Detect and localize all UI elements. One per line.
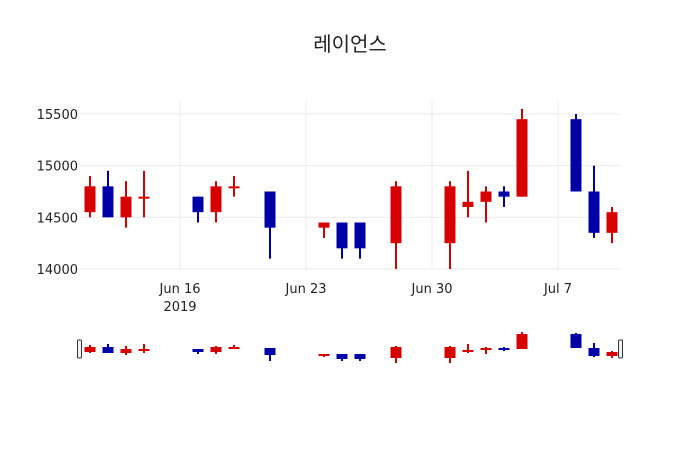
candle[interactable] (336, 222, 348, 259)
candle[interactable] (102, 170, 114, 218)
candle[interactable] (390, 181, 402, 269)
x-tick-year-label: 2019 (163, 300, 196, 315)
y-tick-label: 14000 (37, 263, 78, 278)
candle[interactable] (606, 207, 618, 244)
x-tick-label: Jun 30 (411, 282, 453, 297)
candle[interactable] (480, 186, 492, 223)
candle[interactable] (462, 170, 474, 218)
y-tick-label: 15500 (37, 108, 78, 123)
x-axis: Jun 16 2019 Jun 23 Jun 30 Jul 7 (159, 282, 573, 315)
candle[interactable] (228, 176, 240, 197)
y-tick-label: 15000 (37, 160, 78, 175)
candle[interactable] (516, 108, 528, 197)
x-tick-label: Jun 23 (285, 282, 327, 297)
candle[interactable] (318, 222, 330, 239)
candle[interactable] (84, 176, 96, 218)
y-axis: 14000 14500 15000 15500 (37, 108, 78, 278)
candle[interactable] (120, 181, 132, 228)
candle[interactable] (210, 181, 222, 223)
chart-title: 레이언스 (313, 32, 387, 56)
candle[interactable] (498, 186, 510, 207)
range-slider-right-handle[interactable] (618, 339, 623, 359)
candle[interactable] (138, 170, 150, 218)
range-slider-left-handle[interactable] (77, 339, 82, 359)
y-tick-label: 14500 (37, 211, 78, 226)
range-slider[interactable] (77, 332, 623, 363)
candle[interactable] (354, 222, 366, 259)
candle[interactable] (264, 191, 276, 259)
candle[interactable] (444, 181, 456, 269)
candles[interactable] (84, 108, 618, 269)
x-tick-label: Jul 7 (543, 282, 572, 297)
gridlines (80, 100, 620, 270)
x-tick-label: Jun 16 (159, 282, 201, 297)
candle[interactable] (570, 114, 582, 192)
candle[interactable] (588, 165, 600, 238)
candle[interactable] (192, 196, 204, 223)
